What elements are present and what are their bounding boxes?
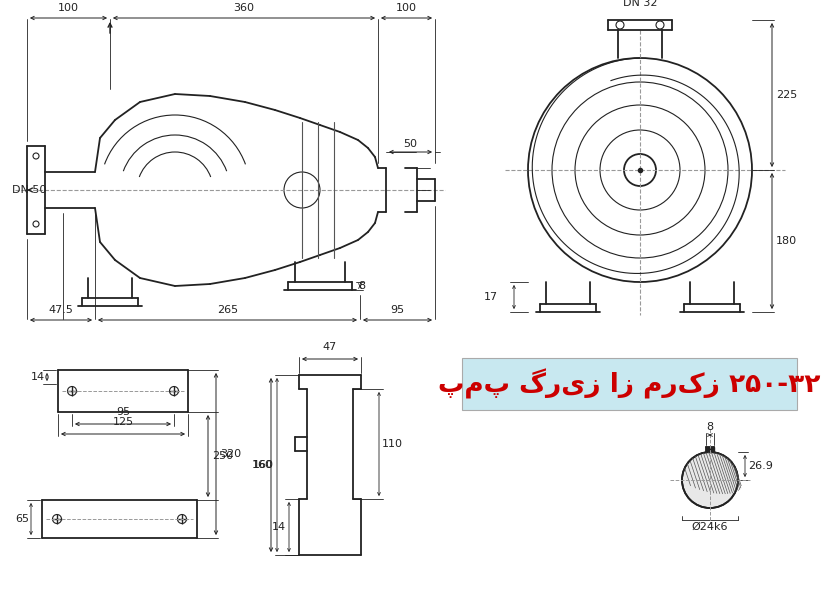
Text: 95: 95	[116, 407, 130, 417]
Text: 100: 100	[396, 3, 417, 13]
Text: 14: 14	[272, 522, 286, 532]
Text: 95: 95	[391, 305, 405, 315]
Circle shape	[682, 452, 738, 508]
Text: 8: 8	[706, 422, 714, 432]
FancyBboxPatch shape	[462, 358, 797, 410]
Text: 50: 50	[403, 139, 417, 149]
Text: پمپ گریز از مرکز ۲۵۰-۳۲: پمپ گریز از مرکز ۲۵۰-۳۲	[439, 369, 821, 399]
Text: 265: 265	[217, 305, 238, 315]
Text: 17: 17	[484, 292, 498, 302]
Text: 47.5: 47.5	[49, 305, 74, 315]
Text: 110: 110	[382, 439, 403, 449]
Text: 180: 180	[776, 236, 797, 246]
Text: 160: 160	[252, 460, 273, 470]
Text: 125: 125	[112, 417, 134, 427]
Polygon shape	[706, 447, 714, 452]
Text: 320: 320	[220, 449, 241, 459]
Text: DN 50: DN 50	[12, 185, 46, 195]
Text: 225: 225	[776, 90, 797, 100]
Text: 250: 250	[212, 451, 233, 461]
Text: 360: 360	[234, 3, 254, 13]
Text: DN 32: DN 32	[623, 0, 657, 8]
Text: 47: 47	[323, 342, 337, 352]
Text: 160: 160	[253, 460, 274, 470]
Text: 65: 65	[15, 514, 29, 524]
Text: 14: 14	[31, 372, 45, 382]
Text: 100: 100	[58, 3, 79, 13]
Text: 8: 8	[358, 281, 365, 291]
Text: Ø24k6: Ø24k6	[691, 522, 729, 532]
Text: 26.9: 26.9	[748, 461, 773, 471]
